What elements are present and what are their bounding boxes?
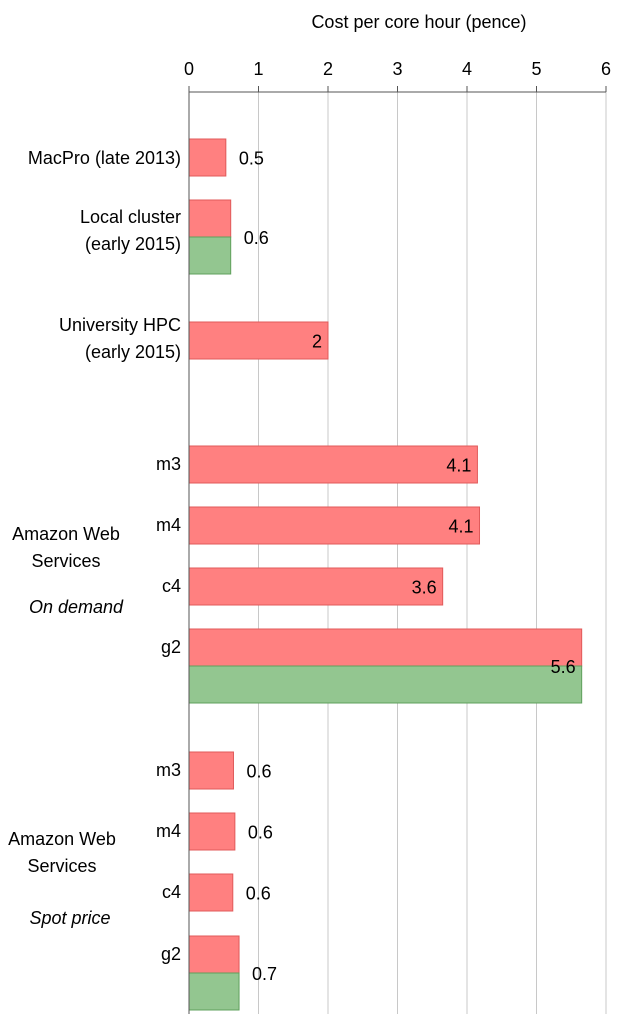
bar-od-m4 [188,506,481,545]
category-label-sp-g2: g2 [161,944,181,964]
x-tick-label: 2 [323,59,333,79]
group-label-aws-sp: Services [27,856,96,876]
group-subtitle-aws-od: On demand [29,597,124,617]
x-tick-label: 1 [253,59,263,79]
value-label-od-c4: 3.6 [412,578,437,598]
bar-macpro [188,138,227,177]
category-label-od-c4: c4 [162,576,181,596]
value-label-sp-c4: 0.6 [246,884,271,904]
bar-sp-m3 [188,751,234,790]
category-label-sp-c4: c4 [162,882,181,902]
value-label-local: 0.6 [244,228,269,248]
value-label-sp-g2: 0.7 [252,964,277,984]
group-label-aws-od: Amazon Web [12,524,120,544]
group-subtitle-aws-sp: Spot price [29,908,110,928]
category-label-od-g2: g2 [161,637,181,657]
category-label-od-m3: m3 [156,454,181,474]
bar-sp-c4 [188,873,234,912]
x-tick-label: 6 [601,59,611,79]
bar-local [188,199,232,238]
category-label-uni: University HPC [59,315,181,335]
category-label-sp-m3: m3 [156,760,181,780]
x-axis-title: Cost per core hour (pence) [311,12,526,32]
category-label-macpro: MacPro (late 2013) [28,148,181,168]
bar-secondary-sp-g2 [188,972,240,1011]
x-tick-label: 0 [184,59,194,79]
value-label-sp-m4: 0.6 [248,823,273,843]
group-label-aws-sp: Amazon Web [8,829,116,849]
value-label-od-m3: 4.1 [446,456,471,476]
bar-sp-m4 [188,812,236,851]
category-label-local: Local cluster [80,207,181,227]
value-label-macpro: 0.5 [239,149,264,169]
category-label-uni: (early 2015) [85,342,181,362]
x-tick-label: 4 [462,59,472,79]
value-label-uni: 2 [312,332,322,352]
category-label-local: (early 2015) [85,234,181,254]
bar-secondary-local [188,236,232,275]
bar-sp-g2 [188,935,240,974]
bar-secondary-od-g2 [188,665,583,704]
category-label-od-m4: m4 [156,515,181,535]
value-label-sp-m3: 0.6 [246,762,271,782]
bar-uni [188,321,329,360]
category-label-sp-m4: m4 [156,821,181,841]
value-label-od-m4: 4.1 [448,517,473,537]
bar-od-c4 [188,567,444,606]
x-tick-label: 5 [531,59,541,79]
bar-od-g2 [188,628,583,667]
x-tick-label: 3 [392,59,402,79]
bar-od-m3 [188,445,478,484]
group-label-aws-od: Services [31,551,100,571]
value-label-od-g2: 5.6 [551,657,576,677]
